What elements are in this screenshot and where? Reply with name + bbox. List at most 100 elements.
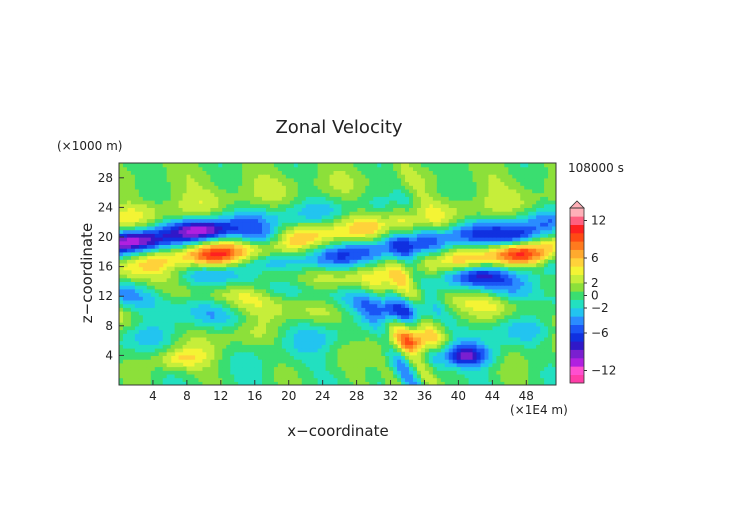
heatmap-cell [524, 355, 529, 360]
heatmap-cell [305, 285, 311, 290]
heatmap-cell [190, 288, 196, 294]
heatmap-cell [528, 288, 533, 294]
heatmap-cell [333, 222, 339, 227]
heatmap-cell [508, 333, 513, 338]
heatmap-cell [174, 344, 180, 349]
heatmap-cell [440, 233, 446, 238]
heatmap-cell [250, 274, 255, 279]
heatmap-cell [218, 359, 223, 364]
heatmap-cell [122, 370, 128, 375]
heatmap-cell [428, 351, 434, 356]
heatmap-cell [512, 229, 517, 234]
heatmap-cell [186, 381, 192, 385]
heatmap-cell [289, 299, 295, 305]
heatmap-cell [146, 366, 152, 371]
heatmap-cell [512, 237, 517, 242]
heatmap-cell [198, 266, 204, 271]
heatmap-cell [385, 362, 390, 368]
heatmap-cell [202, 303, 207, 308]
heatmap-cell [341, 277, 347, 282]
heatmap-cell [512, 351, 517, 356]
heatmap-cell [230, 314, 235, 319]
heatmap-cell [432, 303, 438, 308]
heatmap-cell [313, 266, 319, 271]
heatmap-cell [548, 237, 553, 242]
heatmap-cell [134, 311, 140, 316]
heatmap-cell [138, 344, 144, 349]
heatmap-cell [540, 288, 545, 294]
heatmap-cell [226, 288, 231, 294]
heatmap-cell [154, 277, 160, 282]
heatmap-cell [174, 244, 180, 249]
heatmap-cell [305, 244, 311, 249]
heatmap-cell [432, 336, 438, 342]
heatmap-cell [389, 285, 394, 290]
heatmap-cell [230, 270, 235, 275]
heatmap-cell [389, 299, 394, 305]
heatmap-cell [412, 270, 418, 275]
heatmap-cell [293, 351, 299, 356]
heatmap-cell [536, 225, 541, 231]
heatmap-cell [536, 240, 541, 245]
heatmap-cell [313, 373, 319, 379]
heatmap-cell [476, 270, 482, 275]
heatmap-cell [428, 336, 434, 342]
heatmap-cell [138, 262, 144, 268]
heatmap-cell [301, 218, 307, 223]
heatmap-cell [516, 303, 521, 308]
heatmap-cell [393, 362, 398, 368]
heatmap-cell [186, 240, 192, 245]
heatmap-cell [333, 311, 339, 316]
heatmap-cell [345, 348, 351, 353]
heatmap-cell [254, 314, 259, 319]
heatmap-cell [456, 351, 462, 356]
heatmap-cell [158, 222, 164, 227]
heatmap-cell [162, 203, 168, 208]
heatmap-cell [122, 351, 128, 356]
heatmap-cell [265, 211, 271, 216]
heatmap-cell [357, 307, 362, 312]
heatmap-cell [194, 248, 200, 253]
heatmap-cell [178, 336, 184, 342]
heatmap-cell [166, 270, 172, 275]
heatmap-cell [325, 370, 331, 375]
heatmap-cell [166, 359, 172, 364]
heatmap-cell [281, 322, 287, 327]
heatmap-cell [389, 307, 394, 312]
heatmap-cell [202, 203, 207, 208]
heatmap-cell [472, 329, 478, 334]
heatmap-cell [552, 325, 556, 331]
heatmap-cell [365, 266, 370, 271]
heatmap-cell [528, 307, 533, 312]
heatmap-cell [472, 359, 478, 364]
heatmap-cell [448, 314, 454, 319]
heatmap-cell [524, 336, 529, 342]
heatmap-cell [405, 340, 410, 345]
heatmap-cell [174, 233, 180, 238]
heatmap-cell [361, 333, 366, 338]
heatmap-cell [337, 359, 343, 364]
heatmap-cell [448, 251, 454, 257]
heatmap-cell [365, 329, 370, 334]
heatmap-cell [198, 251, 204, 257]
heatmap-cell [436, 355, 442, 360]
heatmap-cell [178, 307, 184, 312]
heatmap-cell [373, 225, 378, 231]
heatmap-cell [269, 218, 275, 223]
heatmap-cell [210, 266, 215, 271]
heatmap-cell [313, 259, 319, 264]
heatmap-cell [548, 285, 553, 290]
heatmap-cell [178, 362, 184, 368]
heatmap-cell [416, 362, 422, 368]
heatmap-cell [488, 333, 494, 338]
heatmap-cell [492, 322, 498, 327]
heatmap-cell [158, 207, 164, 212]
heatmap-cell [285, 222, 291, 227]
heatmap-cell [254, 351, 259, 356]
heatmap-cell [524, 329, 529, 334]
heatmap-cell [476, 381, 482, 385]
heatmap-cell [329, 329, 335, 334]
heatmap-cell [301, 311, 307, 316]
heatmap-cell [222, 303, 227, 308]
heatmap-cell [170, 311, 176, 316]
